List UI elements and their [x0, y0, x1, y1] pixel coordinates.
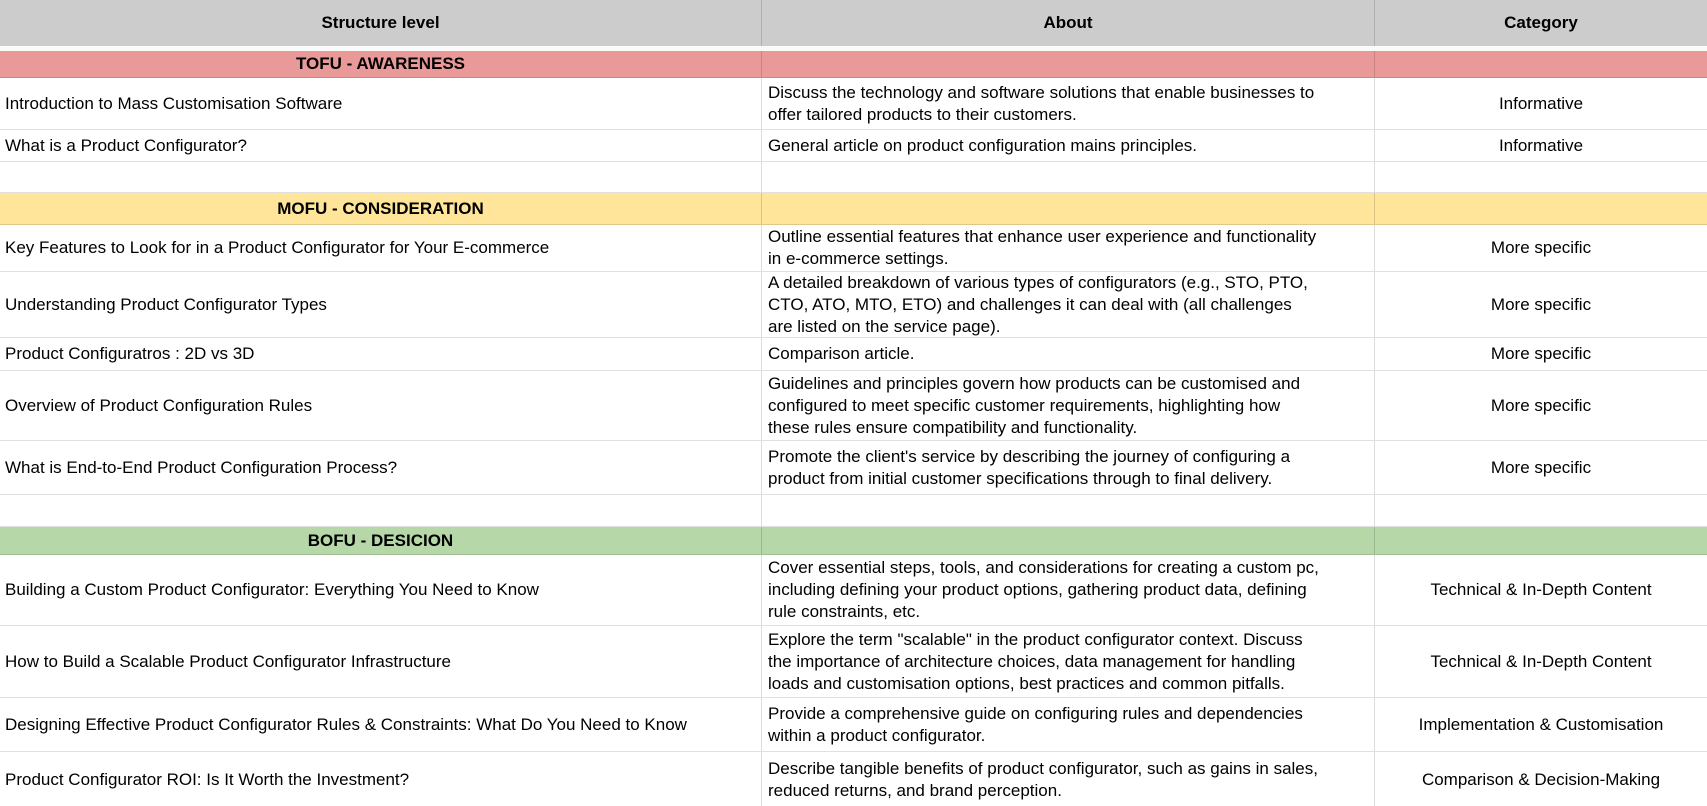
empty-cell[interactable] — [762, 495, 1375, 526]
category-cell[interactable]: Implementation & Customisation — [1418, 714, 1664, 734]
header-row: Structure level About Category — [0, 0, 1707, 51]
about-cell[interactable]: Explore the term "scalable" in the produ… — [762, 626, 1375, 697]
table-row: Designing Effective Product Configurator… — [0, 698, 1707, 752]
structure-cell[interactable]: Product Configurator ROI: Is It Worth th… — [0, 752, 762, 806]
section-label-tofu[interactable]: TOFU - AWARENESS — [0, 51, 762, 77]
table-row: Overview of Product Configuration Rules … — [0, 371, 1707, 441]
table-row: Product Configurator ROI: Is It Worth th… — [0, 752, 1707, 806]
about-cell[interactable]: Promote the client's service by describi… — [762, 441, 1375, 494]
section-label-mofu[interactable]: MOFU - CONSIDERATION — [0, 193, 762, 224]
category-cell[interactable]: Comparison & Decision-Making — [1421, 769, 1661, 789]
about-cell[interactable]: Provide a comprehensive guide on configu… — [762, 698, 1375, 751]
empty-cell[interactable] — [1375, 51, 1707, 77]
empty-cell[interactable] — [1375, 193, 1707, 224]
table-row: Key Features to Look for in a Product Co… — [0, 225, 1707, 272]
about-cell[interactable]: Describe tangible benefits of product co… — [762, 752, 1375, 806]
category-cell[interactable]: Informative — [1498, 135, 1584, 155]
about-cell[interactable]: Cover essential steps, tools, and consid… — [762, 555, 1375, 625]
section-row-bofu: BOFU - DESICION — [0, 527, 1707, 555]
section-label-bofu[interactable]: BOFU - DESICION — [0, 527, 762, 554]
section-row-tofu: TOFU - AWARENESS — [0, 51, 1707, 78]
section-row-mofu: MOFU - CONSIDERATION — [0, 193, 1707, 225]
table-row: Product Configuratros : 2D vs 3D Compari… — [0, 338, 1707, 371]
table-row: Building a Custom Product Configurator: … — [0, 555, 1707, 626]
category-cell[interactable]: Informative — [1498, 93, 1584, 113]
column-header-structure-level[interactable]: Structure level — [0, 0, 762, 46]
empty-cell[interactable] — [762, 162, 1375, 192]
empty-cell[interactable] — [1375, 527, 1707, 554]
category-cell[interactable]: More specific — [1490, 238, 1592, 257]
empty-cell[interactable] — [1375, 162, 1707, 192]
table-row: How to Build a Scalable Product Configur… — [0, 626, 1707, 698]
category-cell[interactable]: More specific — [1490, 395, 1592, 415]
about-cell[interactable]: Comparison article. — [762, 338, 1375, 370]
empty-cell[interactable] — [762, 193, 1375, 224]
category-cell[interactable]: More specific — [1490, 344, 1592, 363]
table-row: Understanding Product Configurator Types… — [0, 272, 1707, 338]
empty-cell[interactable] — [0, 162, 762, 192]
structure-cell[interactable]: Designing Effective Product Configurator… — [0, 698, 762, 751]
column-header-about[interactable]: About — [762, 0, 1375, 46]
category-cell[interactable]: Technical & In-Depth Content — [1430, 580, 1652, 599]
structure-cell[interactable]: Product Configuratros : 2D vs 3D — [0, 338, 762, 370]
column-header-category[interactable]: Category — [1504, 13, 1578, 32]
structure-cell[interactable]: What is a Product Configurator? — [0, 130, 762, 161]
empty-cell[interactable] — [762, 51, 1375, 77]
about-cell[interactable]: Guidelines and principles govern how pro… — [762, 371, 1375, 440]
about-cell[interactable]: General article on product configuration… — [762, 130, 1375, 161]
structure-cell[interactable]: How to Build a Scalable Product Configur… — [0, 626, 762, 697]
category-cell[interactable]: More specific — [1490, 457, 1592, 477]
structure-cell[interactable]: Overview of Product Configuration Rules — [0, 371, 762, 440]
empty-cell[interactable] — [762, 527, 1375, 554]
structure-cell[interactable]: Introduction to Mass Customisation Softw… — [0, 78, 762, 129]
category-cell[interactable]: Technical & In-Depth Content — [1430, 651, 1652, 671]
empty-cell[interactable] — [0, 495, 762, 526]
structure-cell[interactable]: What is End-to-End Product Configuration… — [0, 441, 762, 494]
about-cell[interactable]: Outline essential features that enhance … — [762, 225, 1375, 271]
empty-cell[interactable] — [1375, 495, 1707, 526]
table-row: What is End-to-End Product Configuration… — [0, 441, 1707, 495]
structure-cell[interactable]: Building a Custom Product Configurator: … — [0, 555, 762, 625]
about-cell[interactable]: A detailed breakdown of various types of… — [762, 272, 1375, 337]
table-row: What is a Product Configurator? General … — [0, 130, 1707, 162]
about-cell[interactable]: Discuss the technology and software solu… — [762, 78, 1375, 129]
spacer-row — [0, 162, 1707, 193]
structure-cell[interactable]: Understanding Product Configurator Types — [0, 272, 762, 337]
structure-cell[interactable]: Key Features to Look for in a Product Co… — [0, 225, 762, 271]
category-cell[interactable]: More specific — [1490, 294, 1592, 314]
spacer-row — [0, 495, 1707, 527]
table-row: Introduction to Mass Customisation Softw… — [0, 78, 1707, 130]
